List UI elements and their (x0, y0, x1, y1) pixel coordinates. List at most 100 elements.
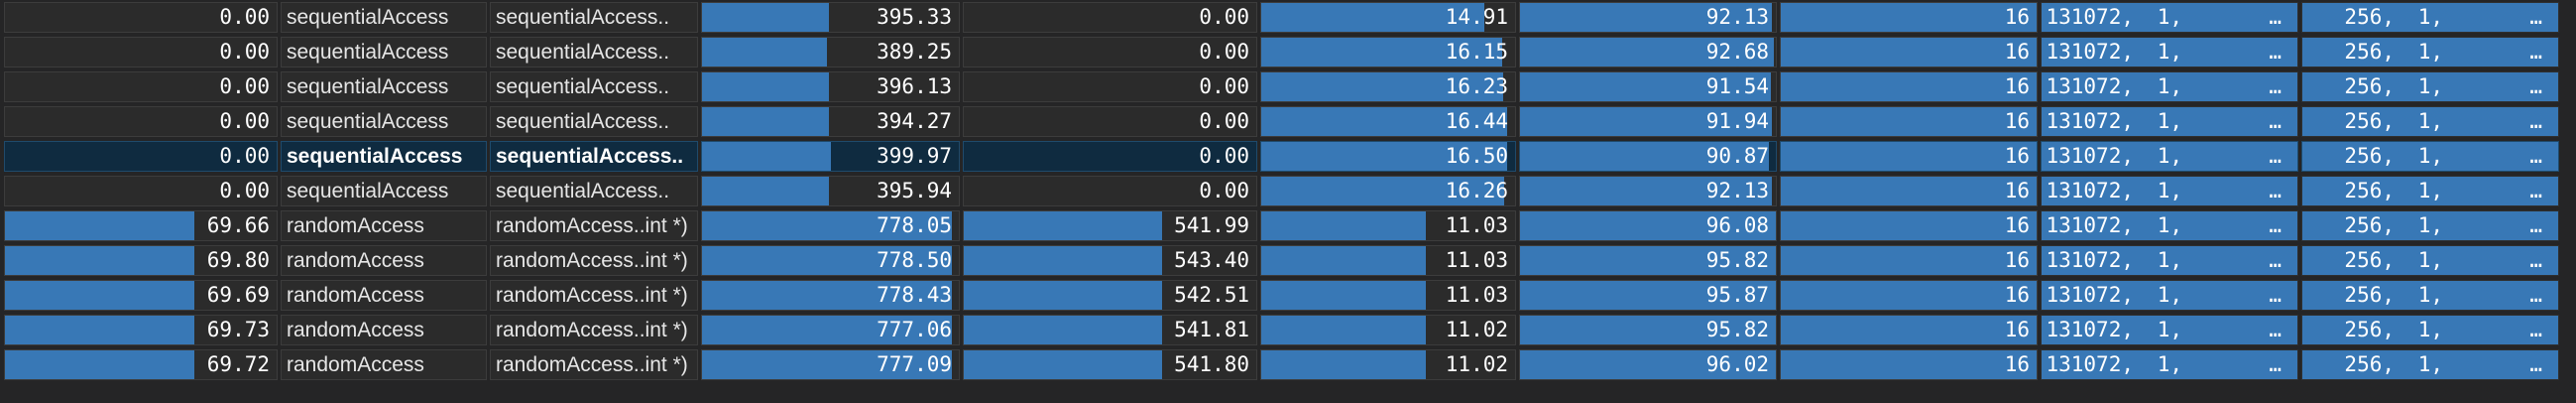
cell-c0[interactable]: 0.00 (4, 141, 278, 172)
cell-sig[interactable]: sequentialAccess.. (490, 176, 698, 206)
cell-c7[interactable]: 16 (1780, 210, 2038, 241)
cell-c3[interactable]: 396.13 (701, 71, 960, 102)
cell-c0[interactable]: 69.73 (4, 315, 278, 345)
cell-c5[interactable]: 16.23 (1260, 71, 1516, 102)
cell-grid[interactable]: 131072, 1,… (2041, 210, 2298, 241)
cell-grid[interactable]: 131072, 1,… (2041, 176, 2298, 206)
cell-c7[interactable]: 16 (1780, 71, 2038, 102)
cell-sig[interactable]: sequentialAccess.. (490, 71, 698, 102)
cell-c5[interactable]: 11.02 (1260, 349, 1516, 380)
cell-grid[interactable]: 131072, 1,… (2041, 2, 2298, 33)
cell-name[interactable]: randomAccess (281, 349, 487, 380)
cell-name[interactable]: sequentialAccess (281, 141, 487, 172)
cell-c0[interactable]: 69.80 (4, 245, 278, 276)
cell-grid[interactable]: 131072, 1,… (2041, 106, 2298, 137)
cell-block[interactable]: 256, 1,… (2301, 106, 2559, 137)
cell-c6[interactable]: 91.94 (1519, 106, 1777, 137)
table-row[interactable]: 69.80 randomAccess randomAccess..int *) 778… (0, 243, 2576, 278)
cell-sig[interactable]: sequentialAccess.. (490, 141, 698, 172)
cell-c4[interactable]: 0.00 (963, 106, 1257, 137)
cell-c0[interactable]: 0.00 (4, 37, 278, 67)
cell-c4[interactable]: 541.81 (963, 315, 1257, 345)
cell-sig[interactable]: randomAccess..int *) (490, 315, 698, 345)
cell-c0[interactable]: 0.00 (4, 176, 278, 206)
cell-grid[interactable]: 131072, 1,… (2041, 141, 2298, 172)
cell-grid[interactable]: 131072, 1,… (2041, 280, 2298, 311)
cell-block[interactable]: 256, 1,… (2301, 210, 2559, 241)
cell-c0[interactable]: 0.00 (4, 106, 278, 137)
cell-c6[interactable]: 92.13 (1519, 2, 1777, 33)
cell-c4[interactable]: 541.99 (963, 210, 1257, 241)
cell-c6[interactable]: 95.87 (1519, 280, 1777, 311)
cell-c7[interactable]: 16 (1780, 141, 2038, 172)
cell-c7[interactable]: 16 (1780, 2, 2038, 33)
table-row[interactable]: 0.00 sequentialAccess sequentialAccess.. 39… (0, 104, 2576, 139)
cell-name[interactable]: randomAccess (281, 210, 487, 241)
cell-c6[interactable]: 91.54 (1519, 71, 1777, 102)
cell-c5[interactable]: 11.02 (1260, 315, 1516, 345)
table-row[interactable]: 69.72 randomAccess randomAccess..int *) 777… (0, 347, 2576, 382)
cell-grid[interactable]: 131072, 1,… (2041, 37, 2298, 67)
cell-c7[interactable]: 16 (1780, 245, 2038, 276)
cell-c7[interactable]: 16 (1780, 349, 2038, 380)
cell-grid[interactable]: 131072, 1,… (2041, 315, 2298, 345)
cell-c0[interactable]: 69.72 (4, 349, 278, 380)
cell-c5[interactable]: 11.03 (1260, 280, 1516, 311)
cell-c6[interactable]: 95.82 (1519, 315, 1777, 345)
cell-c6[interactable]: 92.13 (1519, 176, 1777, 206)
cell-block[interactable]: 256, 1,… (2301, 2, 2559, 33)
cell-sig[interactable]: sequentialAccess.. (490, 2, 698, 33)
table-row[interactable]: 69.69 randomAccess randomAccess..int *) 778… (0, 278, 2576, 313)
cell-c3[interactable]: 777.09 (701, 349, 960, 380)
table-row[interactable]: 0.00 sequentialAccess sequentialAccess.. 39… (0, 174, 2576, 208)
cell-c4[interactable]: 0.00 (963, 71, 1257, 102)
cell-c4[interactable]: 542.51 (963, 280, 1257, 311)
cell-c5[interactable]: 16.50 (1260, 141, 1516, 172)
cell-c6[interactable]: 95.82 (1519, 245, 1777, 276)
cell-name[interactable]: sequentialAccess (281, 71, 487, 102)
cell-c7[interactable]: 16 (1780, 106, 2038, 137)
cell-c7[interactable]: 16 (1780, 176, 2038, 206)
cell-c3[interactable]: 395.94 (701, 176, 960, 206)
cell-c3[interactable]: 778.05 (701, 210, 960, 241)
cell-c4[interactable]: 0.00 (963, 176, 1257, 206)
cell-sig[interactable]: randomAccess..int *) (490, 349, 698, 380)
cell-block[interactable]: 256, 1,… (2301, 176, 2559, 206)
cell-c5[interactable]: 11.03 (1260, 210, 1516, 241)
cell-c0[interactable]: 69.69 (4, 280, 278, 311)
cell-grid[interactable]: 131072, 1,… (2041, 245, 2298, 276)
table-row[interactable]: 69.66 randomAccess randomAccess..int *) 778… (0, 208, 2576, 243)
cell-name[interactable]: sequentialAccess (281, 37, 487, 67)
cell-block[interactable]: 256, 1,… (2301, 280, 2559, 311)
cell-c4[interactable]: 0.00 (963, 2, 1257, 33)
cell-c6[interactable]: 96.08 (1519, 210, 1777, 241)
cell-grid[interactable]: 131072, 1,… (2041, 71, 2298, 102)
cell-c4[interactable]: 0.00 (963, 141, 1257, 172)
cell-c6[interactable]: 90.87 (1519, 141, 1777, 172)
cell-c3[interactable]: 394.27 (701, 106, 960, 137)
cell-c4[interactable]: 541.80 (963, 349, 1257, 380)
cell-c7[interactable]: 16 (1780, 37, 2038, 67)
table-row[interactable]: 0.00 sequentialAccess sequentialAccess.. 39… (0, 0, 2576, 35)
cell-block[interactable]: 256, 1,… (2301, 141, 2559, 172)
cell-name[interactable]: sequentialAccess (281, 176, 487, 206)
cell-c5[interactable]: 16.26 (1260, 176, 1516, 206)
cell-c3[interactable]: 395.33 (701, 2, 960, 33)
cell-c6[interactable]: 92.68 (1519, 37, 1777, 67)
cell-c3[interactable]: 778.50 (701, 245, 960, 276)
cell-c5[interactable]: 16.44 (1260, 106, 1516, 137)
cell-c4[interactable]: 0.00 (963, 37, 1257, 67)
cell-c4[interactable]: 543.40 (963, 245, 1257, 276)
cell-sig[interactable]: sequentialAccess.. (490, 37, 698, 67)
cell-name[interactable]: randomAccess (281, 245, 487, 276)
cell-c3[interactable]: 778.43 (701, 280, 960, 311)
cell-name[interactable]: sequentialAccess (281, 2, 487, 33)
cell-grid[interactable]: 131072, 1,… (2041, 349, 2298, 380)
cell-name[interactable]: sequentialAccess (281, 106, 487, 137)
table-row[interactable]: 0.00 sequentialAccess sequentialAccess.. 39… (0, 69, 2576, 104)
table-row[interactable]: 69.73 randomAccess randomAccess..int *) 777… (0, 313, 2576, 347)
cell-c5[interactable]: 14.91 (1260, 2, 1516, 33)
cell-c7[interactable]: 16 (1780, 280, 2038, 311)
cell-block[interactable]: 256, 1,… (2301, 245, 2559, 276)
cell-c3[interactable]: 399.97 (701, 141, 960, 172)
